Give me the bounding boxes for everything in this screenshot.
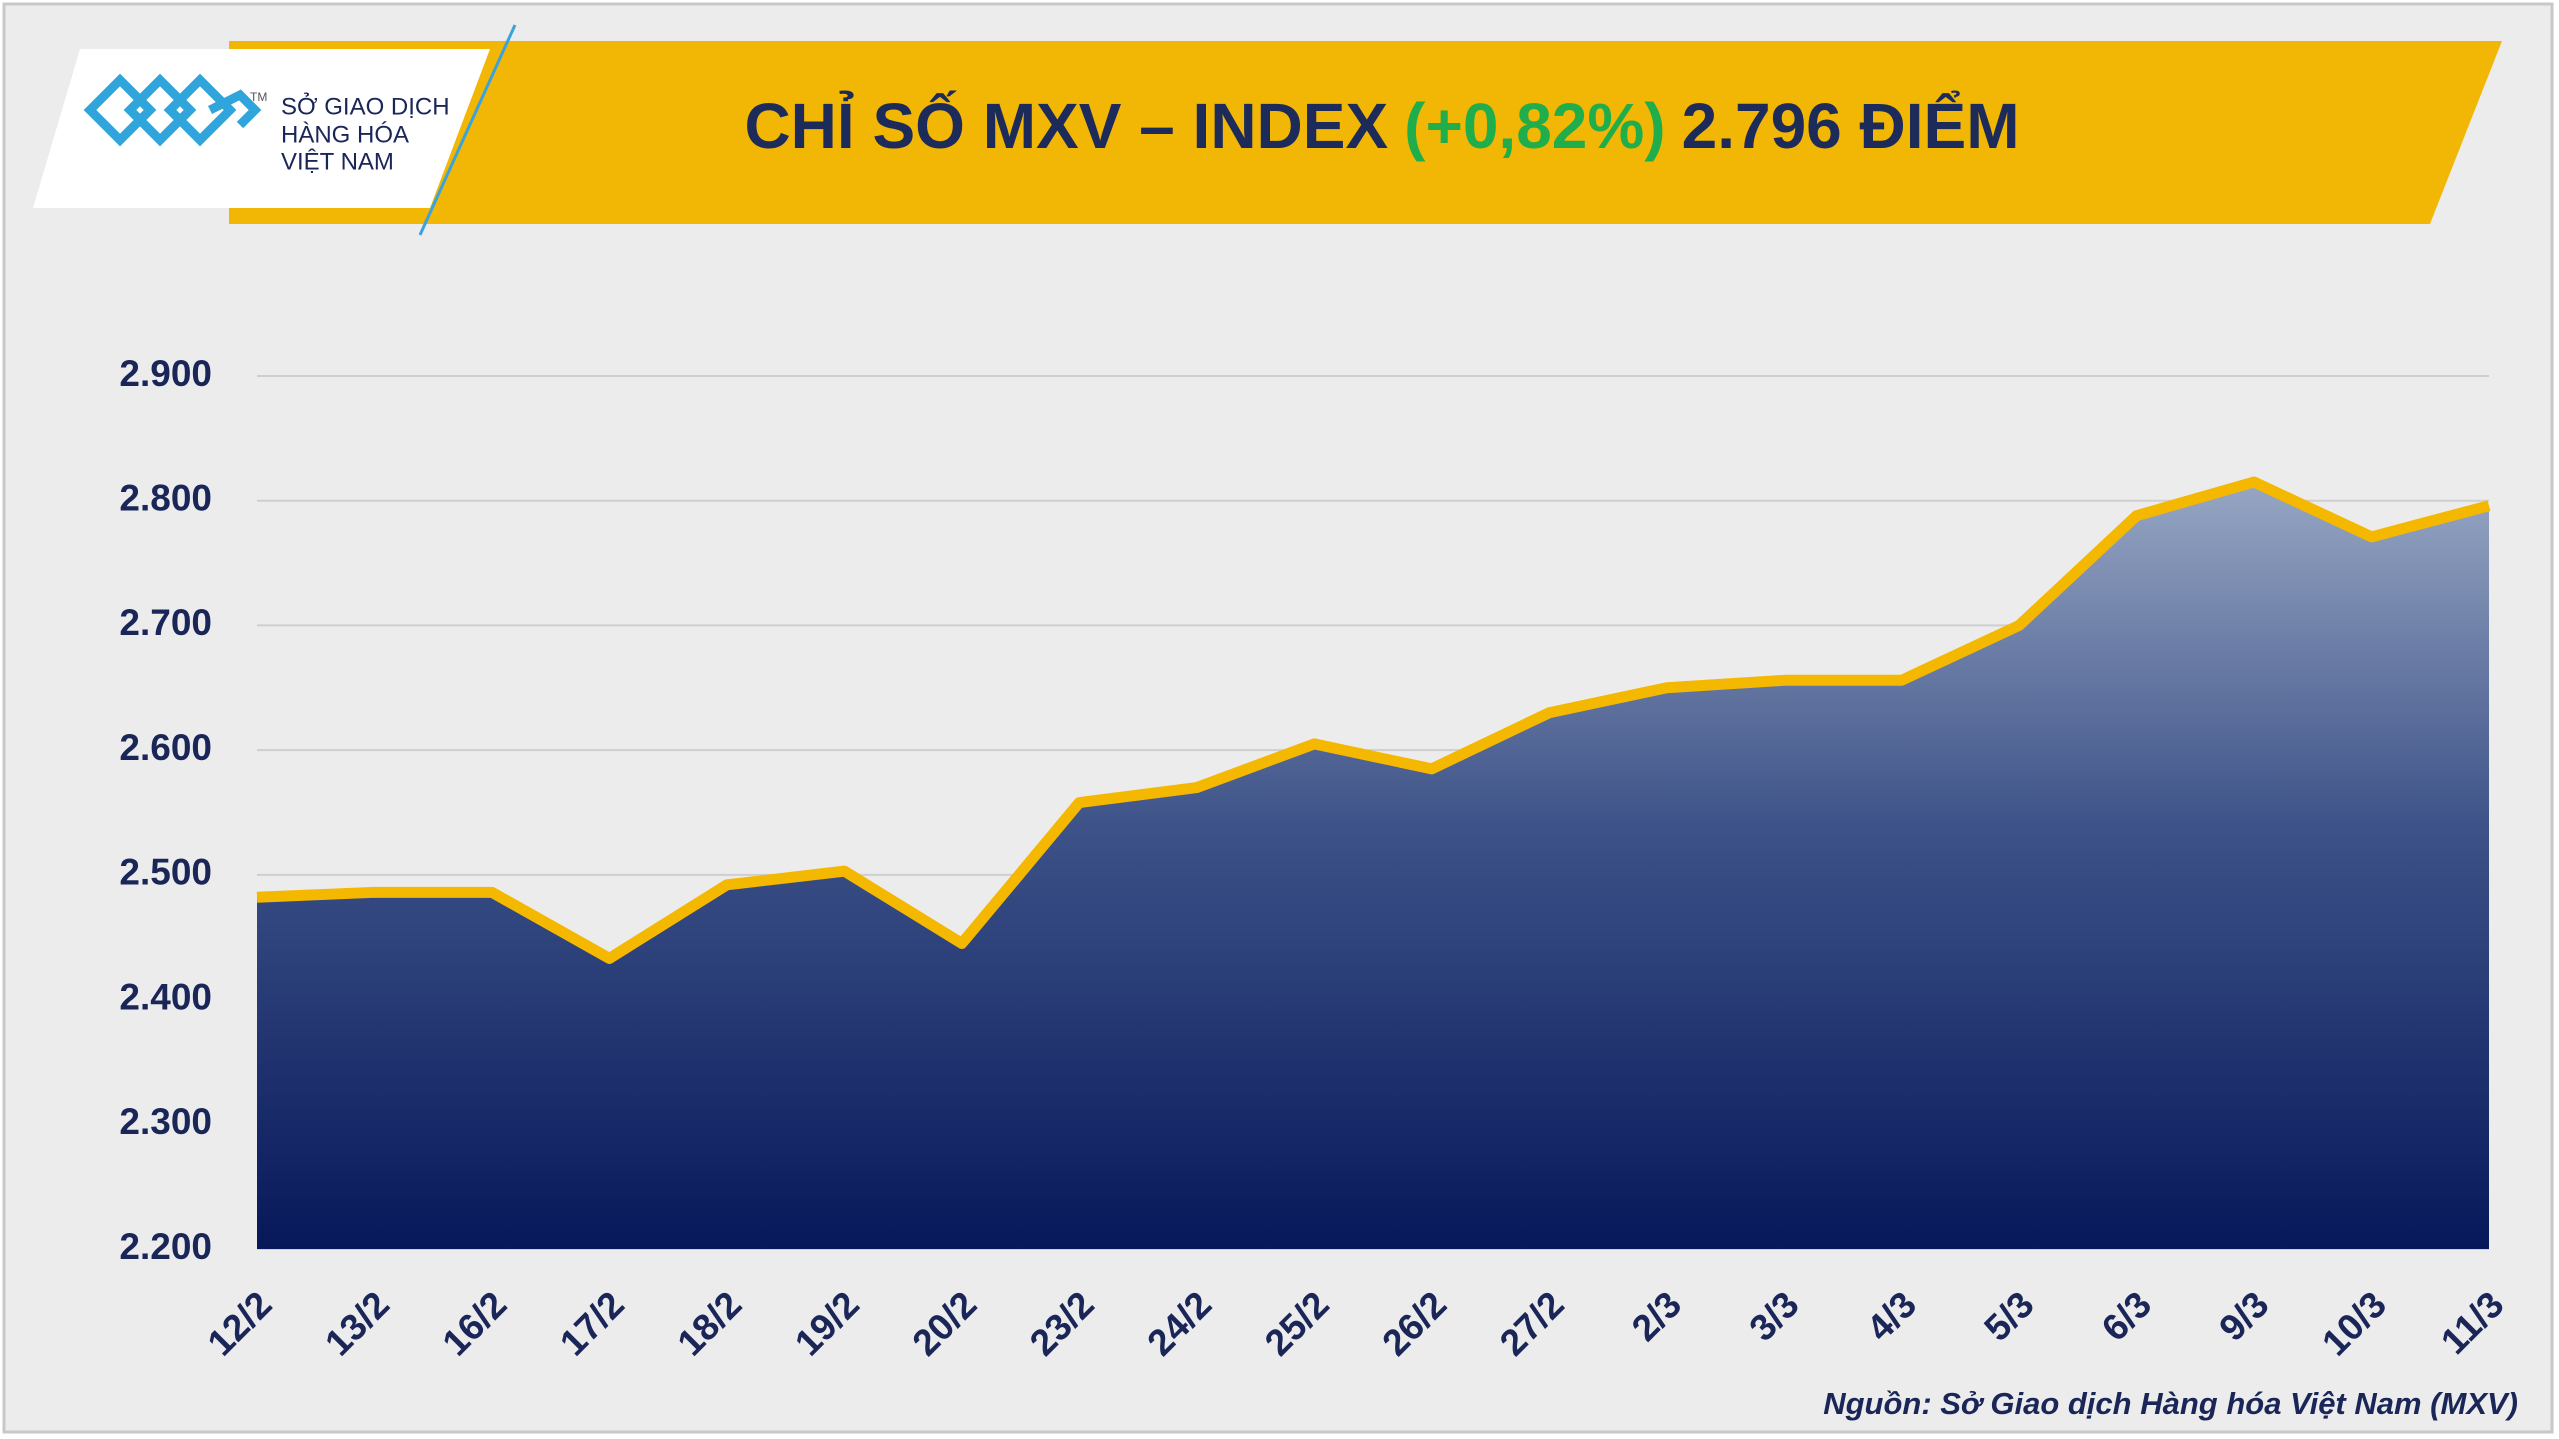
logo-text: SỞ GIAO DỊCH: [281, 91, 450, 120]
logo-box: [33, 49, 490, 208]
title-banner: [229, 41, 2502, 224]
line: [256, 476, 2491, 964]
title-main: CHỈ SỐ MXV – INDEX: [744, 89, 1388, 162]
area: [257, 482, 2489, 1249]
y-tick-label: 2.800: [119, 477, 212, 518]
y-tick-label: 2.700: [119, 602, 212, 643]
title-value: 2.796 ĐIỂM: [1682, 89, 2020, 162]
logo-text: VIỆT NAM: [281, 148, 394, 175]
logo-tm: TM: [250, 90, 267, 104]
y-tick-label: 2.600: [119, 727, 212, 768]
y-tick-label: 2.400: [119, 976, 212, 1017]
y-tick-label: 2.500: [119, 852, 212, 893]
y-tick-label: 2.200: [119, 1226, 212, 1267]
logo-accent: [418, 24, 517, 236]
y-tick-label: 2.300: [119, 1101, 212, 1142]
title-change: (+0,82%): [1404, 90, 1665, 162]
chart-title: CHỈ SỐ MXV – INDEX (+0,82%) 2.796 ĐIỂM: [744, 89, 2019, 162]
source: Nguồn: Sở Giao dịch Hàng hóa Việt Nam (M…: [1823, 1386, 2518, 1421]
logo-text: HÀNG HÓA: [281, 121, 409, 148]
y-tick-label: 2.900: [119, 353, 212, 394]
logo-mark: [83, 73, 262, 147]
